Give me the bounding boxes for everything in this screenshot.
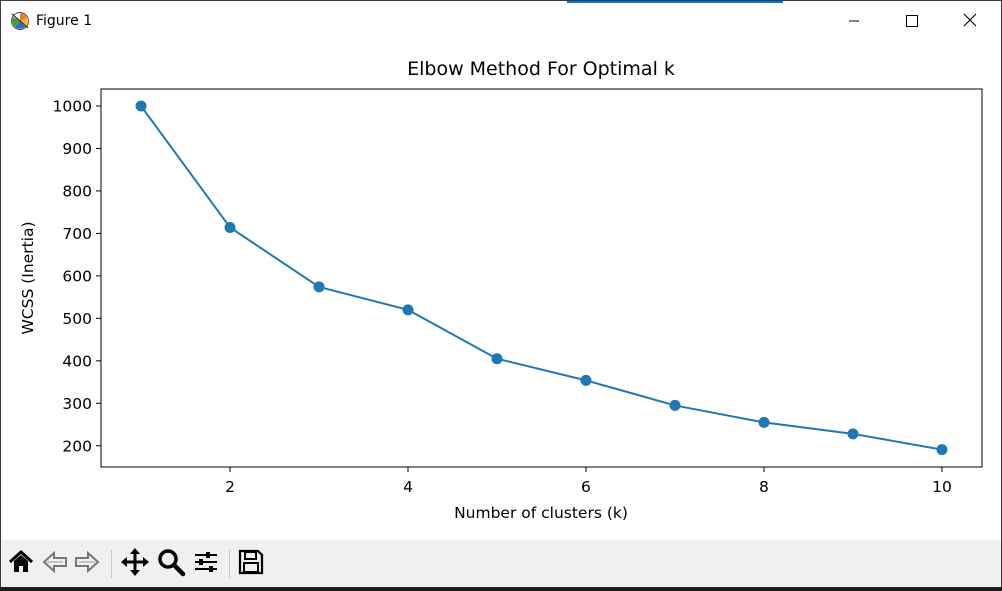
- plot-area-frame: [100, 88, 983, 468]
- x-tick-label: 4: [403, 478, 413, 496]
- y-tick-label: 1000: [53, 97, 92, 115]
- figure-canvas[interactable]: Elbow Method For Optimal k 200 300 400 500 6…: [1, 41, 1001, 540]
- close-button[interactable]: [941, 1, 999, 41]
- data-point: [135, 100, 147, 112]
- data-point: [758, 416, 770, 428]
- data-point: [224, 221, 236, 233]
- y-tick-label: 400: [62, 352, 92, 370]
- chart-title: Elbow Method For Optimal k: [407, 58, 675, 80]
- data-point: [491, 353, 503, 365]
- maximize-icon: [906, 12, 918, 31]
- y-axis-label: WCSS (Inertia): [19, 221, 37, 334]
- forward-button[interactable]: [71, 548, 103, 580]
- close-icon: [963, 12, 977, 31]
- forward-icon: [73, 548, 101, 580]
- x-tick-label: 6: [581, 478, 591, 496]
- home-button[interactable]: [5, 548, 37, 580]
- y-axis: 200 300 400 500 600 700 800 900 1000: [53, 97, 101, 455]
- zoom-icon: [156, 547, 186, 581]
- title-bar[interactable]: Figure 1: [1, 1, 1001, 41]
- y-tick-label: 600: [62, 267, 92, 285]
- window-bottom-edge: [0, 587, 1002, 591]
- series-line-group: [135, 100, 948, 456]
- y-tick-label: 300: [62, 395, 92, 413]
- maximize-button[interactable]: [883, 1, 941, 41]
- x-axis-label: Number of clusters (k): [454, 504, 628, 522]
- x-tick-label: 10: [932, 478, 952, 496]
- back-icon: [41, 548, 69, 580]
- x-axis: 2 4 6 8 10: [225, 467, 952, 496]
- data-point: [313, 281, 325, 293]
- x-tick-label: 2: [225, 478, 235, 496]
- pan-icon: [120, 547, 150, 581]
- y-tick-label: 800: [62, 182, 92, 200]
- configure-subplots-icon: [192, 548, 220, 580]
- data-point: [402, 304, 414, 316]
- pan-button[interactable]: [119, 548, 151, 580]
- y-tick-label: 200: [62, 437, 92, 455]
- window-title: Figure 1: [36, 13, 93, 29]
- home-icon: [7, 548, 35, 580]
- data-point: [847, 428, 859, 440]
- x-tick-label: 8: [759, 478, 769, 496]
- zoom-button[interactable]: [155, 548, 187, 580]
- title-accent-bar: [567, 1, 783, 3]
- matplotlib-app-icon: [10, 11, 30, 31]
- series-line: [140, 105, 943, 451]
- navigation-toolbar: [1, 540, 1001, 588]
- save-button[interactable]: [235, 548, 267, 580]
- toolbar-separator: [111, 550, 112, 578]
- save-icon: [237, 548, 265, 580]
- minimize-icon: [848, 12, 860, 31]
- toolbar-separator: [229, 550, 230, 578]
- data-point: [669, 399, 681, 411]
- data-point: [936, 444, 948, 456]
- data-point: [580, 374, 592, 386]
- y-tick-label: 900: [62, 140, 92, 158]
- back-button[interactable]: [39, 548, 71, 580]
- configure-subplots-button[interactable]: [190, 548, 222, 580]
- y-tick-label: 700: [62, 225, 92, 243]
- elbow-chart: Elbow Method For Optimal k 200 300 400 500 6…: [19, 58, 983, 522]
- y-tick-label: 500: [62, 310, 92, 328]
- minimize-button[interactable]: [825, 1, 883, 41]
